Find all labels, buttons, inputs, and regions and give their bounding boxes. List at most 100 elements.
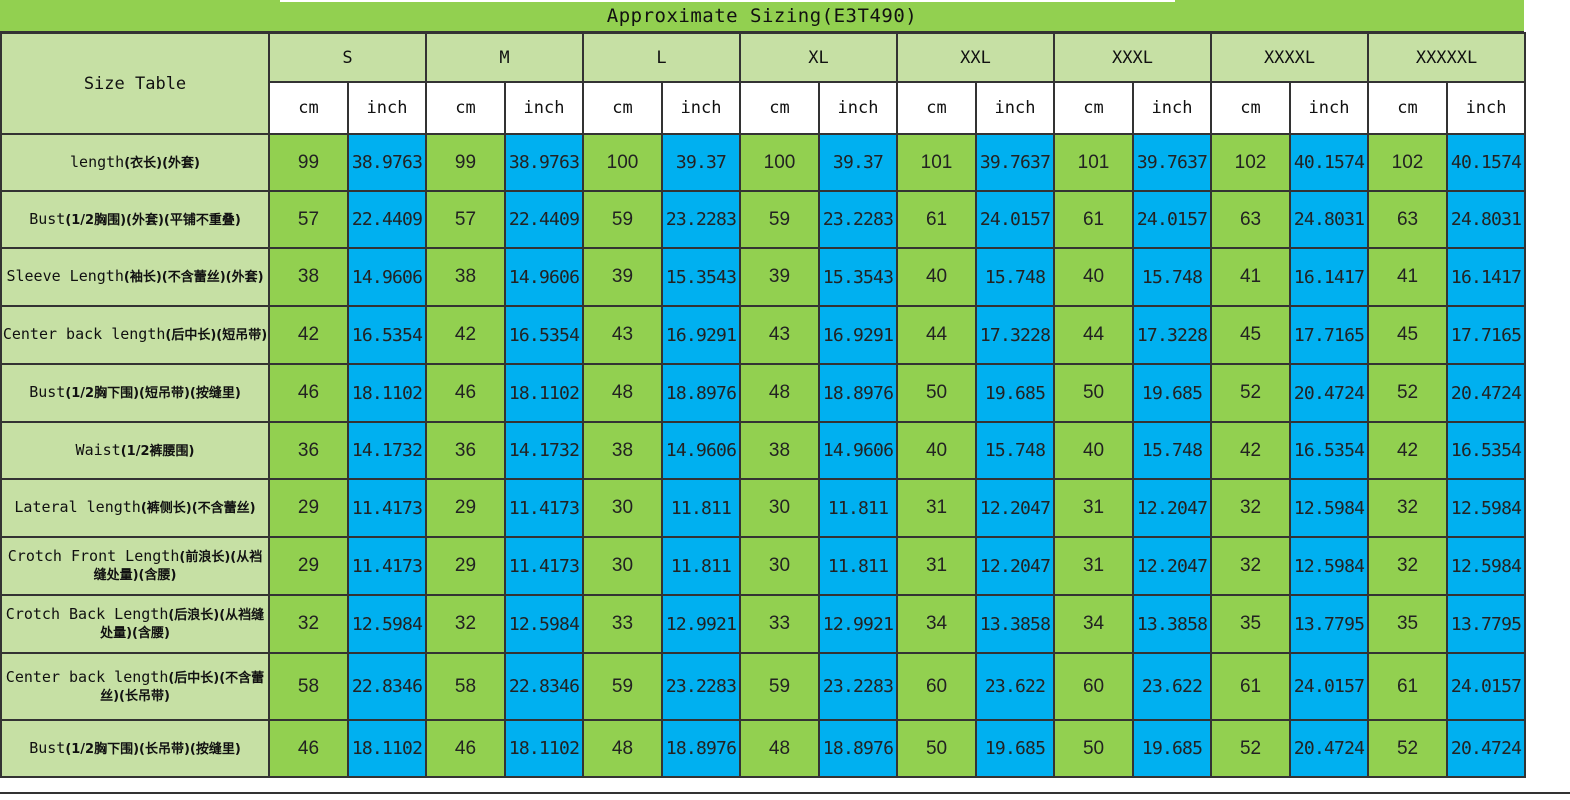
cm-value-cell: 59 <box>739 190 820 249</box>
inch-value-cell: 16.1417 <box>1446 247 1527 307</box>
cm-value-cell: 48 <box>582 719 663 778</box>
cm-value-cell: 39 <box>739 247 820 307</box>
cm-value-cell: 29 <box>425 536 506 596</box>
inch-value-cell: 18.1102 <box>504 719 584 778</box>
unit-header-cm: cm <box>582 81 663 135</box>
unit-header-inch: inch <box>975 81 1056 135</box>
inch-value-cell: 14.9606 <box>817 421 899 480</box>
table-row: Crotch Back Length(后浪长)(从裆缝处量)(含腰) 32 12.5… <box>0 594 1527 654</box>
cm-value-cell: 61 <box>1053 190 1135 249</box>
unit-header-cm: cm <box>268 81 349 135</box>
inch-value-cell: 20.4724 <box>1446 363 1527 423</box>
inch-value-cell: 18.8976 <box>817 363 899 423</box>
row-label-en: Sleeve Length <box>6 267 124 285</box>
inch-value-cell: 15.748 <box>1132 421 1213 480</box>
cm-value-cell: 100 <box>739 133 820 192</box>
cm-value-cell: 99 <box>268 133 349 192</box>
inch-value-cell: 24.8031 <box>1446 190 1527 249</box>
inch-value-cell: 20.4724 <box>1289 719 1370 778</box>
cm-value-cell: 31 <box>896 478 978 538</box>
size-header: S <box>268 32 427 83</box>
cm-value-cell: 39 <box>582 247 663 307</box>
cm-value-cell: 29 <box>425 478 506 538</box>
cm-value-cell: 30 <box>582 536 663 596</box>
inch-value-cell: 20.4724 <box>1289 363 1370 423</box>
unit-header-inch: inch <box>504 81 584 135</box>
inch-value-cell: 24.0157 <box>1289 652 1370 721</box>
size-table: Size Table S M L XL XXL XXXL XXXXL XXXXXL cm inc… <box>0 32 1527 778</box>
row-label: length(衣长)(外套) <box>0 133 270 192</box>
inch-value-cell: 18.1102 <box>504 363 584 423</box>
table-row: Center back length(后中长)(短吊带) 42 16.5354 42 1… <box>0 305 1527 365</box>
inch-value-cell: 16.1417 <box>1289 247 1370 307</box>
cm-value-cell: 61 <box>1210 652 1292 721</box>
bottom-divider <box>0 792 1570 794</box>
cm-value-cell: 38 <box>582 421 663 480</box>
cm-value-cell: 99 <box>425 133 506 192</box>
size-header-row: Size Table S M L XL XXL XXXL XXXXL XXXXXL <box>0 32 1527 135</box>
cm-value-cell: 48 <box>582 363 663 423</box>
table-row: Bust(1/2胸下围)(短吊带)(按缝里) 46 18.1102 46 18.1102… <box>0 363 1527 423</box>
unit-header-inch: inch <box>347 81 427 135</box>
cm-value-cell: 61 <box>896 190 978 249</box>
inch-value-cell: 22.4409 <box>347 190 427 249</box>
table-row: Sleeve Length(袖长)(不含蕾丝)(外套) 38 14.9606 38 14… <box>0 247 1527 307</box>
table-row: Center back length(后中长)(不含蕾丝)(长吊带) 58 22.8… <box>0 652 1527 721</box>
unit-header-cm: cm <box>425 81 506 135</box>
inch-value-cell: 12.9921 <box>661 594 741 654</box>
cm-value-cell: 34 <box>896 594 978 654</box>
cm-value-cell: 61 <box>1367 652 1449 721</box>
cm-value-cell: 48 <box>739 719 820 778</box>
cm-value-cell: 42 <box>1367 421 1449 480</box>
table-row: length(衣长)(外套) 99 38.9763 99 38.9763 100 39.37… <box>0 133 1527 192</box>
size-table-label: Size Table <box>0 32 270 135</box>
inch-value-cell: 17.7165 <box>1289 305 1370 365</box>
cm-value-cell: 45 <box>1210 305 1292 365</box>
inch-value-cell: 16.5354 <box>504 305 584 365</box>
cm-value-cell: 33 <box>739 594 820 654</box>
cm-value-cell: 29 <box>268 536 349 596</box>
inch-value-cell: 18.8976 <box>661 363 741 423</box>
cm-value-cell: 32 <box>268 594 349 654</box>
inch-value-cell: 15.3543 <box>817 247 899 307</box>
cm-value-cell: 50 <box>896 363 978 423</box>
row-label-zh: (1/2胸围)(外套)(平铺不重叠) <box>65 212 241 228</box>
row-label: Crotch Back Length(后浪长)(从裆缝处量)(含腰) <box>0 594 270 654</box>
cm-value-cell: 41 <box>1367 247 1449 307</box>
cm-value-cell: 59 <box>739 652 820 721</box>
row-label-en: Bust <box>29 209 66 228</box>
size-header: XXL <box>896 32 1056 83</box>
unit-header-row: cm inch cm inch cm inch cm inch cm inch cm inch cm in… <box>1 81 1527 135</box>
cm-value-cell: 43 <box>582 305 663 365</box>
row-label: Center back length(后中长)(不含蕾丝)(长吊带) <box>0 652 270 721</box>
row-label: Bust(1/2胸围)(外套)(平铺不重叠) <box>0 190 270 249</box>
cm-value-cell: 46 <box>425 363 506 423</box>
cm-value-cell: 32 <box>425 594 506 654</box>
inch-value-cell: 23.622 <box>1132 652 1213 721</box>
inch-value-cell: 18.8976 <box>661 719 741 778</box>
row-label-en: Crotch Back Length <box>5 605 169 623</box>
inch-value-cell: 11.4173 <box>504 536 584 596</box>
cm-value-cell: 35 <box>1367 594 1449 654</box>
inch-value-cell: 40.1574 <box>1446 133 1527 192</box>
size-header: XXXXL <box>1210 32 1370 83</box>
inch-value-cell: 13.3858 <box>975 594 1056 654</box>
cm-value-cell: 60 <box>1053 652 1135 721</box>
inch-value-cell: 23.2283 <box>817 652 899 721</box>
table-row: Crotch Front Length(前浪长)(从裆缝处量)(含腰) 29 11.… <box>0 536 1527 596</box>
row-label-zh: (后中长)(不含蕾丝)(长吊带) <box>100 670 265 704</box>
row-label-zh: (前浪长)(从裆缝处量)(含腰) <box>93 550 263 583</box>
unit-header-cm: cm <box>896 81 978 135</box>
inch-value-cell: 14.9606 <box>504 247 584 307</box>
unit-header-cm: cm <box>1367 81 1449 135</box>
cm-value-cell: 58 <box>425 652 506 721</box>
row-label-zh: (后中长)(短吊带) <box>165 328 268 343</box>
size-header: XL <box>738 32 899 83</box>
row-label-en: Bust <box>29 383 66 401</box>
inch-value-cell: 17.3228 <box>1132 305 1213 365</box>
cm-value-cell: 50 <box>1053 719 1135 778</box>
inch-value-cell: 24.0157 <box>1132 190 1213 249</box>
unit-header-inch: inch <box>1289 81 1370 135</box>
inch-value-cell: 39.7637 <box>1132 133 1213 192</box>
